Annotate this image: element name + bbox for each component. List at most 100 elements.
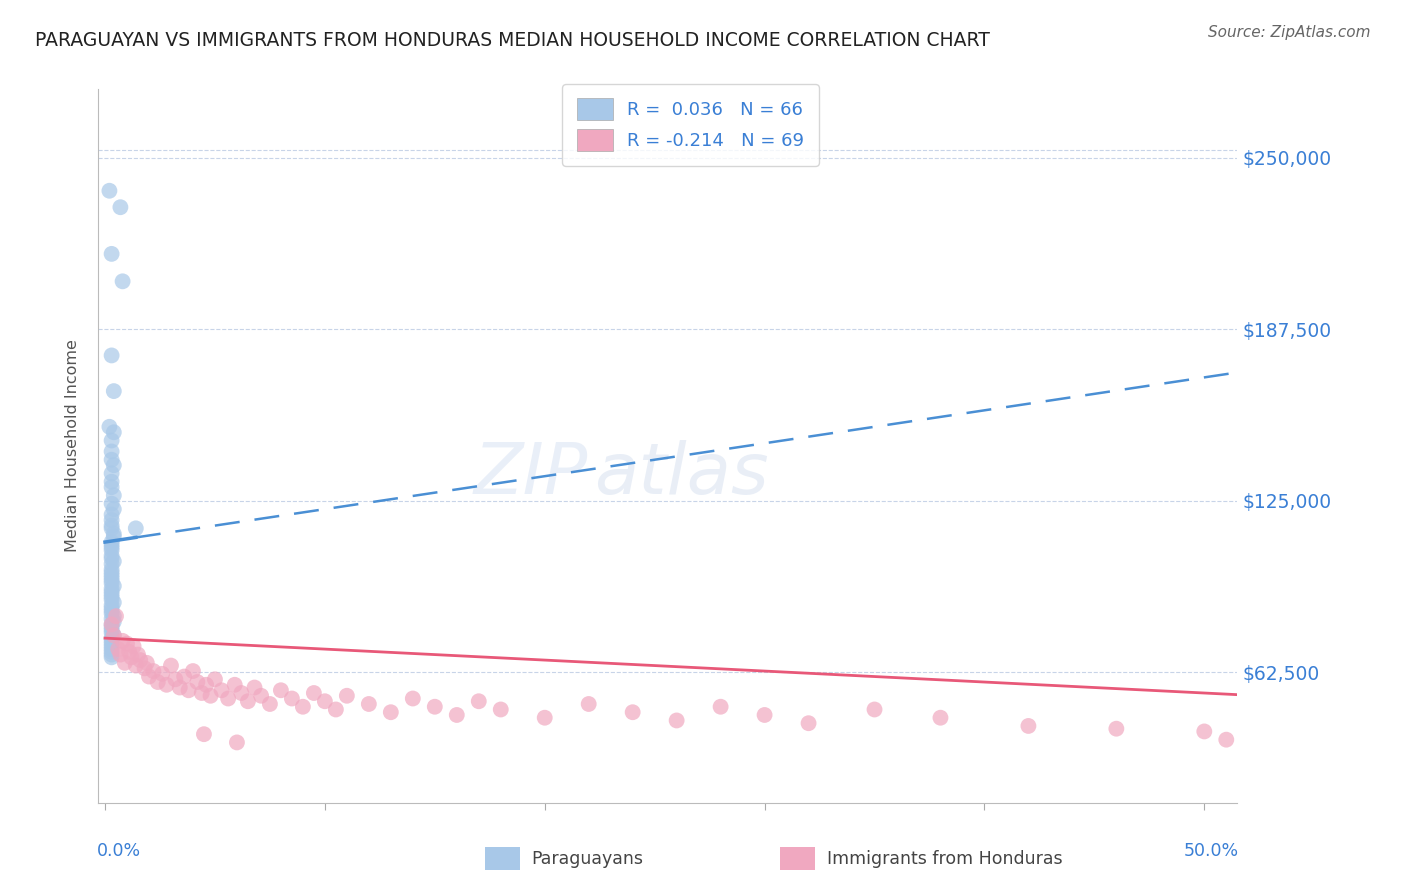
Point [754, 708, 776, 723]
Point [103, 458, 125, 473]
Point [193, 727, 215, 741]
Point [100, 648, 122, 662]
Point [100, 590, 122, 604]
Point [103, 628, 125, 642]
Point [100, 604, 122, 618]
Point [134, 661, 156, 675]
Point [111, 274, 134, 288]
Point [468, 694, 491, 708]
Point [173, 669, 195, 683]
Point [380, 705, 402, 719]
Point [100, 617, 122, 632]
Point [578, 697, 600, 711]
Point [100, 535, 122, 549]
Point [1194, 724, 1216, 739]
Point [100, 584, 122, 599]
Point [621, 705, 644, 719]
Point [100, 592, 122, 607]
Point [169, 681, 191, 695]
Point [302, 686, 325, 700]
Point [142, 664, 165, 678]
Point [200, 689, 222, 703]
Point [1105, 722, 1128, 736]
Point [259, 697, 281, 711]
Point [446, 708, 468, 723]
Text: Paraguayans: Paraguayans [531, 849, 644, 868]
Point [100, 434, 122, 448]
Point [100, 637, 122, 651]
Text: Source: ZipAtlas.com: Source: ZipAtlas.com [1208, 25, 1371, 40]
Point [243, 681, 266, 695]
Point [1017, 719, 1039, 733]
Point [100, 541, 122, 555]
Text: PARAGUAYAN VS IMMIGRANTS FROM HONDURAS MEDIAN HOUSEHOLD INCOME CORRELATION CHART: PARAGUAYAN VS IMMIGRANTS FROM HONDURAS M… [35, 31, 990, 50]
Point [103, 384, 125, 398]
Point [100, 557, 122, 571]
Point [100, 576, 122, 591]
Point [100, 640, 122, 654]
Point [211, 683, 233, 698]
Point [100, 521, 122, 535]
Point [125, 521, 148, 535]
Point [231, 686, 253, 700]
Point [107, 642, 129, 657]
Point [250, 689, 273, 703]
Point [402, 691, 425, 706]
Point [105, 609, 128, 624]
Point [186, 675, 208, 690]
Point [489, 702, 512, 716]
Point [100, 625, 122, 640]
Legend: R =  0.036   N = 66, R = -0.214   N = 69: R = 0.036 N = 66, R = -0.214 N = 69 [562, 84, 818, 166]
Point [118, 645, 141, 659]
Point [100, 444, 122, 458]
Point [100, 607, 122, 621]
Point [100, 587, 122, 601]
Point [103, 609, 125, 624]
Point [181, 664, 204, 678]
Point [291, 699, 314, 714]
Point [125, 658, 148, 673]
Point [103, 579, 125, 593]
Point [100, 452, 122, 467]
Point [100, 551, 122, 566]
Point [336, 689, 359, 703]
Point [195, 678, 218, 692]
Point [100, 620, 122, 634]
Point [150, 666, 173, 681]
Point [100, 642, 122, 657]
Point [103, 488, 125, 502]
Point [204, 673, 226, 687]
Point [100, 633, 122, 648]
Point [98, 419, 121, 434]
Point [665, 714, 688, 728]
Point [100, 480, 122, 494]
Point [236, 694, 259, 708]
Point [110, 648, 132, 662]
Point [100, 543, 122, 558]
Point [115, 637, 138, 651]
Point [314, 694, 336, 708]
Point [100, 247, 122, 261]
Point [135, 656, 157, 670]
Point [100, 518, 122, 533]
Point [100, 549, 122, 563]
Point [100, 623, 122, 637]
Point [100, 601, 122, 615]
Point [100, 513, 122, 527]
Point [160, 658, 183, 673]
Point [100, 631, 122, 645]
Point [122, 640, 145, 654]
Point [100, 598, 122, 612]
Point [110, 200, 132, 214]
Y-axis label: Median Household Income: Median Household Income [65, 340, 80, 552]
Point [190, 686, 212, 700]
Point [100, 612, 122, 626]
Point [100, 475, 122, 489]
Point [226, 735, 249, 749]
Point [103, 425, 125, 440]
Point [325, 702, 347, 716]
Point [100, 645, 122, 659]
Point [103, 530, 125, 544]
Point [533, 711, 555, 725]
Point [100, 566, 122, 580]
